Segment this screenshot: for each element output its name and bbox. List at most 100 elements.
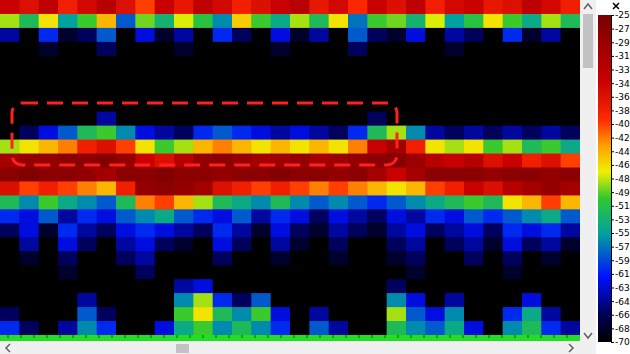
heatmap-cell — [135, 84, 155, 99]
heatmap-cell — [39, 181, 59, 196]
heatmap-cell — [464, 112, 484, 127]
heatmap-cell — [561, 70, 580, 85]
heatmap-cell — [19, 28, 39, 43]
heatmap-cell — [135, 181, 155, 196]
heatmap-cell — [445, 0, 465, 15]
heatmap-cell — [193, 168, 213, 183]
heatmap-cell — [464, 181, 484, 196]
heatmap-cell — [309, 0, 329, 15]
heatmap-cell — [251, 140, 271, 155]
heatmap-cell — [0, 209, 20, 224]
heatmap-cell — [77, 209, 97, 224]
heatmap-cell — [251, 223, 271, 238]
scrollbar-thumb[interactable] — [176, 344, 189, 353]
heatmap-cell — [425, 181, 445, 196]
heatmap-cell — [541, 112, 561, 127]
heatmap-cell — [445, 209, 465, 224]
heatmap-cell — [39, 126, 59, 141]
heatmap-cell — [155, 70, 175, 85]
heatmap-cell — [367, 279, 387, 294]
heatmap-cell — [329, 168, 349, 183]
heatmap-cell — [367, 168, 387, 183]
scroll-up-arrow[interactable] — [584, 4, 592, 9]
colorbar-tick: -46 — [611, 160, 630, 170]
heatmap-cell — [561, 168, 580, 183]
heatmap-cell — [19, 293, 39, 308]
scrollbar-thumb[interactable] — [583, 14, 593, 68]
heatmap-cell — [445, 168, 465, 183]
heatmap-cell — [406, 168, 426, 183]
heatmap-cell — [193, 209, 213, 224]
heatmap-cell — [0, 307, 20, 322]
ruler-tick — [398, 335, 399, 338]
heatmap-cell — [77, 279, 97, 294]
heatmap-cell — [135, 14, 155, 29]
heatmap-cell — [213, 279, 233, 294]
heatmap-cell — [193, 293, 213, 308]
scroll-left-arrow[interactable] — [6, 344, 10, 352]
heatmap-cell — [445, 140, 465, 155]
heatmap-cell — [19, 223, 39, 238]
heatmap-cell — [367, 140, 387, 155]
scroll-right-arrow[interactable] — [569, 344, 573, 352]
heatmap-cell — [503, 251, 523, 266]
heatmap-cell — [541, 84, 561, 99]
heatmap-cell — [406, 0, 426, 15]
colorbar-tick-label: -66 — [615, 310, 630, 320]
heatmap-cell — [193, 56, 213, 71]
heatmap-cell — [425, 112, 445, 127]
heatmap-cell — [232, 28, 252, 43]
heatmap-cell — [155, 28, 175, 43]
heatmap-cell — [406, 140, 426, 155]
heatmap-cell — [271, 126, 291, 141]
heatmap-cell — [19, 307, 39, 322]
colorbar-tick-label: -44 — [615, 147, 630, 157]
heatmap-cell — [464, 98, 484, 113]
heatmap-cell — [387, 321, 407, 335]
heatmap-cell — [58, 98, 78, 113]
heatmap-cell — [19, 0, 39, 15]
close-icon[interactable] — [613, 3, 619, 9]
heatmap-cell — [77, 70, 97, 85]
heatmap-cell — [483, 42, 503, 57]
heatmap-cell — [541, 181, 561, 196]
heatmap-cell — [232, 195, 252, 210]
heatmap-cell — [135, 279, 155, 294]
colorbar-tick-label: -38 — [615, 106, 630, 116]
heatmap-cell — [174, 126, 194, 141]
heatmap-cell — [135, 28, 155, 43]
colorbar-tick-label: -25 — [615, 10, 630, 20]
colorbar-tick-mark — [611, 124, 614, 125]
heatmap-cell — [309, 98, 329, 113]
heatmap-cell — [232, 112, 252, 127]
heatmap-cell — [174, 56, 194, 71]
heatmap-cell — [367, 209, 387, 224]
scroll-down-arrow[interactable] — [584, 333, 592, 338]
heatmap-cell — [232, 307, 252, 322]
heatmap-cell — [251, 279, 271, 294]
heatmap-cell — [135, 321, 155, 335]
ruler-tick — [216, 335, 217, 338]
heatmap-cell — [232, 168, 252, 183]
ruler-tick — [307, 335, 308, 338]
heatmap-cell — [290, 307, 310, 322]
heatmap-cell — [19, 84, 39, 99]
heatmap-cells — [0, 0, 580, 335]
heatmap-cell — [483, 195, 503, 210]
heatmap-cell — [406, 265, 426, 280]
heatmap-cell — [39, 237, 59, 252]
heatmap-cell — [290, 209, 310, 224]
heatmap-cell — [367, 0, 387, 15]
heatmap-cell — [77, 126, 97, 141]
colorbar-tick: -57 — [611, 242, 630, 252]
ruler-tick — [242, 335, 243, 338]
heatmap-cell — [135, 307, 155, 322]
colorbar-tick: -31 — [611, 51, 630, 61]
heatmap-cell — [329, 112, 349, 127]
heatmap-cell — [213, 70, 233, 85]
heatmap-cell — [541, 154, 561, 169]
heatmap-cell — [251, 126, 271, 141]
heatmap-cell — [77, 84, 97, 99]
heatmap-cell — [135, 42, 155, 57]
ruler-tick — [346, 335, 347, 338]
